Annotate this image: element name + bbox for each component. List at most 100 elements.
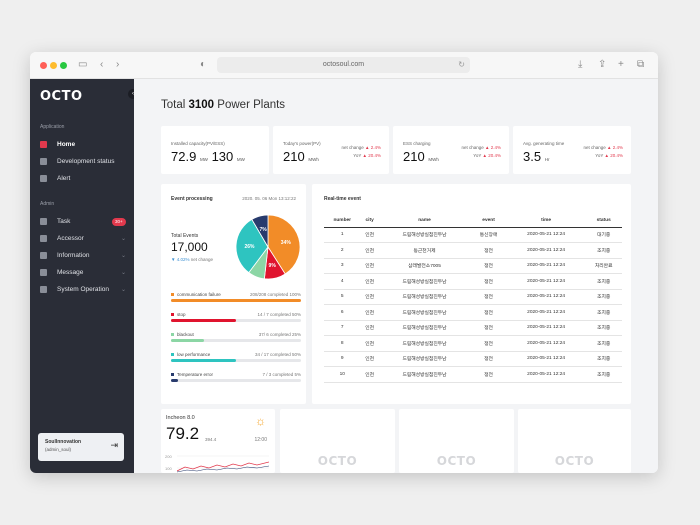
table-cell-status: 조치중 bbox=[585, 273, 622, 290]
table-cell-event: 정전 bbox=[470, 351, 507, 367]
tabs-overview-icon[interactable]: ⧉ bbox=[637, 59, 645, 70]
trend-line-2 bbox=[177, 465, 269, 473]
legend-swatch bbox=[171, 313, 174, 317]
table-cell-event: 정전 bbox=[470, 289, 507, 305]
table-cell-time: 2020-05-21 12:24 bbox=[506, 273, 586, 290]
table-cell-time: 2020-05-21 12:24 bbox=[506, 258, 586, 274]
download-icon[interactable]: ⤓ bbox=[578, 59, 583, 70]
minimize-window-button[interactable] bbox=[50, 62, 57, 69]
sun-icon: ☼ bbox=[255, 414, 266, 428]
legend-swatch bbox=[171, 373, 174, 377]
page-title-count: 3100 bbox=[188, 99, 215, 111]
progress-status: 7 / 3 completed 5% bbox=[262, 372, 301, 377]
table-cell-name: 동근천거제 bbox=[378, 242, 471, 259]
table-cell-status: 조치중 bbox=[585, 304, 622, 321]
forward-icon[interactable]: › bbox=[116, 59, 120, 70]
column-header[interactable]: status bbox=[585, 215, 622, 228]
close-window-button[interactable] bbox=[40, 62, 47, 69]
table-row[interactable]: 2 인천 동근천거제 정전 2020-05-21 12:24 조치중 bbox=[324, 242, 622, 259]
column-header[interactable]: city bbox=[360, 215, 379, 228]
share-icon[interactable]: ⇪ bbox=[598, 59, 607, 70]
maximize-window-button[interactable] bbox=[60, 62, 67, 69]
sidebar-item-home[interactable]: Home bbox=[40, 139, 126, 151]
progress-label: blackout bbox=[177, 332, 194, 337]
table-row[interactable]: 1 인천 드림해성방실점진두남 통신장애 2020-05-21 12:24 대기중 bbox=[324, 227, 622, 243]
table-cell-time: 2020-05-21 12:24 bbox=[506, 320, 586, 336]
yoy-value: ▲ 20.4% bbox=[604, 153, 623, 158]
browser-toolbar: ▭ ‹ › ◐ octosoul.com ↻ ⤓ ⇪ + ⧉ bbox=[30, 52, 658, 79]
progress-label: communication failure bbox=[177, 292, 221, 297]
net-change-label: net change bbox=[461, 145, 484, 150]
table-cell-number: 6 bbox=[324, 304, 361, 321]
table-cell-name: 삼래발전소7005 bbox=[378, 258, 471, 274]
column-header[interactable]: event bbox=[470, 215, 507, 228]
column-header[interactable]: time bbox=[506, 215, 586, 228]
table-cell-name: 드림해성방실점진두남 bbox=[378, 320, 471, 336]
kpi-net-change: net change ▲ 2.4% bbox=[341, 145, 381, 150]
progress-row-low-performance: low performance 34 / 17 completed 50% bbox=[171, 352, 301, 366]
table-row[interactable]: 3 인천 삼래발전소7005 정전 2020-05-21 12:24 처리완료 bbox=[324, 258, 622, 274]
placeholder-card: OCTO bbox=[518, 409, 631, 473]
progress-fill bbox=[171, 359, 236, 362]
progress-status-text: 34 / 17 completed bbox=[254, 352, 291, 357]
kpi-value-number: 210 bbox=[283, 149, 305, 164]
back-icon[interactable]: ‹ bbox=[100, 59, 104, 70]
table-cell-name: 드림해성방실점진두남 bbox=[378, 351, 471, 367]
table-row[interactable]: 8 인천 드림해성방실점진두남 정전 2020-05-21 12:24 조치중 bbox=[324, 335, 622, 352]
table-cell-event: 정전 bbox=[470, 366, 507, 383]
reload-icon[interactable]: ↻ bbox=[458, 60, 465, 69]
main-content: Total 3100 Power Plants Installed capaci… bbox=[134, 79, 658, 473]
progress-pct: 50% bbox=[291, 352, 301, 357]
sidebar-item-accessor[interactable]: Accessor ⌄ bbox=[40, 233, 126, 245]
privacy-shield-icon[interactable]: ◐ bbox=[200, 59, 207, 70]
sidebar-item-system-operation[interactable]: System Operation ⌄ bbox=[40, 284, 126, 296]
kpi-label: ESS charging bbox=[403, 141, 431, 146]
kpi-unit: MW bbox=[199, 157, 208, 162]
net-change-label: net change bbox=[341, 145, 364, 150]
progress-status-text: 208/208 completed bbox=[249, 292, 289, 297]
yoy-label: YoY bbox=[473, 153, 482, 158]
card-title: Event processing bbox=[171, 196, 213, 202]
column-header[interactable]: number bbox=[324, 215, 361, 228]
table-row[interactable]: 5 인천 드림해성방실점진두남 정전 2020-05-21 12:24 조치중 bbox=[324, 289, 622, 305]
table-cell-number: 1 bbox=[324, 227, 361, 243]
address-bar[interactable]: octosoul.com ↻ bbox=[217, 57, 470, 73]
progress-track bbox=[171, 379, 301, 382]
collapse-sidebar-button[interactable]: ‹ bbox=[128, 89, 138, 99]
sidebar-item-information[interactable]: Information ⌄ bbox=[40, 250, 126, 262]
progress-name: blackout bbox=[171, 332, 194, 337]
table-row[interactable]: 7 인천 드림해성방실점진두남 정전 2020-05-21 12:24 조치중 bbox=[324, 320, 622, 336]
table-row[interactable]: 10 인천 드림해성방실점진두남 정전 2020-05-21 12:24 조치중 bbox=[324, 366, 622, 383]
table-cell-status: 조치중 bbox=[585, 366, 622, 383]
sidebar-item-development-status[interactable]: Development status bbox=[40, 156, 126, 168]
table-cell-time: 2020-05-21 12:24 bbox=[506, 351, 586, 367]
task-count-badge: 30+ bbox=[112, 218, 126, 226]
progress-row-blackout: blackout 37/ 6 completed 25% bbox=[171, 332, 301, 346]
sidebar-item-message[interactable]: Message ⌄ bbox=[40, 267, 126, 279]
kpi-unit: MWh bbox=[428, 157, 439, 162]
page-title-suffix: Power Plants bbox=[217, 99, 286, 111]
progress-status-text: 7 / 3 completed bbox=[262, 372, 294, 377]
sidebar-toggle-icon[interactable]: ▭ bbox=[78, 59, 88, 70]
page-title-prefix: Total bbox=[161, 99, 186, 111]
table-cell-event: 정전 bbox=[470, 304, 507, 321]
table-cell-number: 10 bbox=[324, 366, 361, 383]
info-icon bbox=[40, 251, 47, 259]
chevron-down-icon: ⌄ bbox=[120, 287, 126, 293]
column-header[interactable]: name bbox=[378, 215, 471, 228]
table-cell-city: 인천 bbox=[360, 366, 379, 383]
kpi-todays-power: Today's power(PV) 210 MWh net change ▲ 2… bbox=[273, 126, 389, 174]
sidebar-item-task[interactable]: Task 30+ bbox=[40, 216, 126, 228]
table-cell-event: 정전 bbox=[470, 335, 507, 352]
new-tab-icon[interactable]: + bbox=[618, 59, 624, 70]
logout-icon[interactable]: ⇥ bbox=[110, 440, 118, 450]
table-row[interactable]: 4 인천 드림해성방실점진두남 정전 2020-05-21 12:24 조치중 bbox=[324, 273, 622, 290]
table-row[interactable]: 6 인천 드림해성방실점진두남 정전 2020-05-21 12:24 조치중 bbox=[324, 304, 622, 321]
user-card: SoulInnovation (admin_soul) ⇥ bbox=[38, 433, 124, 461]
placeholder-card: OCTO bbox=[399, 409, 514, 473]
user-id: (admin_soul) bbox=[45, 447, 72, 452]
sidebar-item-alert[interactable]: Alert bbox=[40, 173, 126, 185]
kpi-ess-charging: ESS charging 210 MWh net change ▲ 2.4% Y… bbox=[393, 126, 509, 174]
kpi-label: Today's power(PV) bbox=[283, 141, 321, 146]
table-row[interactable]: 9 인천 드림해성방실점진두남 정전 2020-05-21 12:24 조치중 bbox=[324, 351, 622, 367]
